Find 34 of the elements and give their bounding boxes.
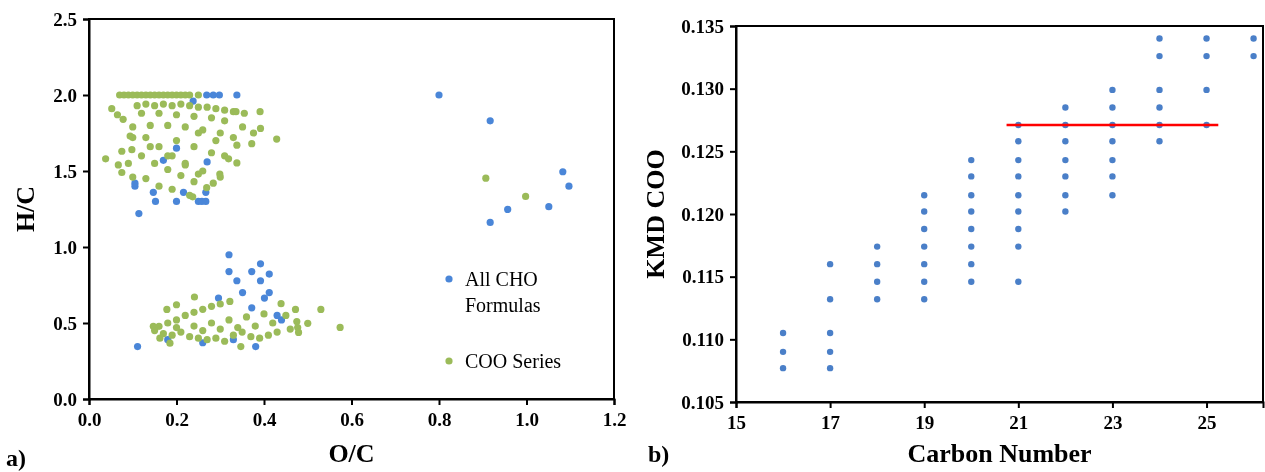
x-tick-label: 0.4: [252, 409, 277, 431]
text: b): [648, 441, 670, 467]
x-tick-label: 17: [821, 412, 841, 434]
y-tick-label: 0.5: [53, 312, 77, 334]
x-tick-label: 0.6: [340, 409, 364, 431]
y-tick-label: 0.110: [682, 328, 724, 350]
y-tick-label: 0.105: [681, 391, 724, 413]
x-tick-label: 1.2: [602, 409, 627, 431]
legend-label: All CHO Formulas: [465, 268, 541, 316]
x-tick-label: 23: [1103, 412, 1123, 434]
x-tick-label: 15: [727, 412, 746, 434]
x-tick-label: 21: [1009, 412, 1029, 434]
y-axis-title: KMD COO: [640, 149, 670, 279]
x-tick-label: 0.8: [427, 409, 452, 431]
x-tick-label: 25: [1197, 412, 1217, 434]
x-tick-label: 0.0: [77, 409, 102, 431]
y-tick-label: 0.130: [681, 78, 724, 100]
x-tick-label: 19: [915, 412, 935, 434]
y-tick-label: 2.5: [53, 8, 77, 30]
y-tick-label: 0.125: [681, 140, 724, 162]
y-tick-label: 1.5: [53, 160, 77, 182]
y-tick-label: 2.0: [53, 84, 77, 106]
y-tick-label: 0.0: [53, 388, 77, 410]
text: a): [6, 445, 26, 471]
x-tick-label: 0.2: [165, 409, 189, 431]
y-axis-title: H/C: [10, 185, 40, 233]
y-tick-label: 0.120: [681, 203, 724, 225]
x-axis-title: Carbon Number: [907, 439, 1092, 468]
x-axis-title: O/C: [328, 439, 375, 468]
x-tick-label: 1.0: [515, 409, 539, 431]
y-tick-label: 0.115: [682, 266, 724, 288]
y-tick-label: 0.135: [681, 15, 724, 37]
legend-label: COO Series: [465, 350, 562, 372]
y-tick-label: 1.0: [53, 236, 77, 258]
